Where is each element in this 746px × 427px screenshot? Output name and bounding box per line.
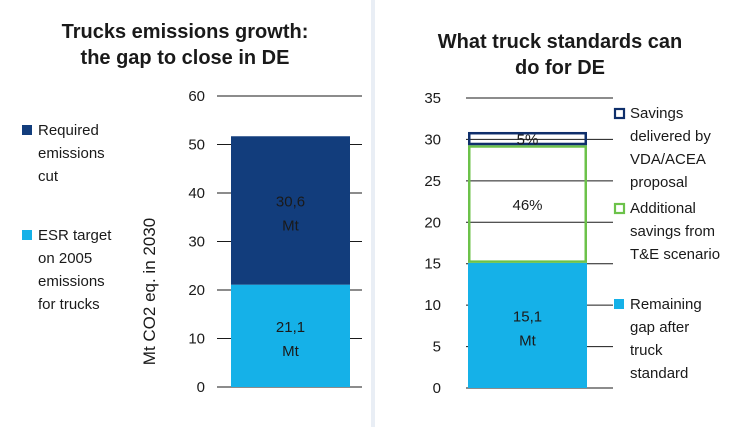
legend-label: ESR target on 2005 emissions for trucks [38, 227, 112, 313]
bar-segment [468, 131, 587, 146]
y-tick-label: 60 [188, 88, 205, 105]
y-tick-label: 35 [424, 90, 441, 107]
y-tick-label: 30 [424, 131, 441, 148]
y-tick-label: 15 [424, 256, 441, 273]
legend-label: Remaining gap after truck standard [630, 296, 702, 382]
y-tick-label: 20 [424, 214, 441, 231]
legend-swatch [22, 125, 32, 135]
legend-label: Savings delivered by VDA/ACEA proposal [630, 105, 711, 191]
bar-segment [231, 136, 350, 285]
chart-title: Trucks emissions growth: the gap to close… [62, 21, 309, 69]
y-tick-label: 0 [433, 380, 441, 397]
chart-title: What truck standards can do for DE [438, 31, 683, 79]
left-chart-panel: Trucks emissions growth: the gap to close… [0, 0, 371, 427]
legend-swatch [614, 299, 624, 309]
legend-label: Required emissions cut [38, 122, 105, 185]
data-label: 5% [517, 132, 539, 149]
truck-standards-chart: What truck standards can do for DE 0 5 10 15 2… [424, 31, 720, 397]
emissions-growth-chart: Trucks emissions growth: the gap to close… [22, 21, 362, 396]
y-tick-label: 40 [188, 185, 205, 202]
data-label: 21,1 Mt [276, 319, 305, 360]
y-tick-label: 5 [433, 339, 441, 356]
y-tick-label: 10 [188, 331, 205, 348]
y-tick-label: 50 [188, 137, 205, 154]
right-chart-panel: What truck standards can do for DE 0 5 10 15 2… [375, 0, 746, 427]
data-label: 46% [512, 197, 542, 214]
data-label: 30,6 Mt [276, 193, 305, 234]
y-tick-label: 30 [188, 234, 205, 251]
bar-segment [231, 284, 350, 387]
legend-label: Additional savings from T&E scenario [630, 200, 720, 263]
bar-segment [468, 145, 587, 263]
y-axis-label: Mt CO2 eq. in 2030 [140, 218, 159, 365]
legend-swatch [22, 230, 32, 240]
y-tick-label: 25 [424, 173, 441, 190]
legend-swatch [613, 107, 626, 120]
y-tick-label: 10 [424, 297, 441, 314]
y-tick-label: 0 [197, 379, 205, 396]
bar-segment [468, 262, 587, 388]
y-tick-label: 20 [188, 282, 205, 299]
legend-swatch [613, 202, 626, 215]
data-label: 15,1 Mt [513, 308, 542, 349]
